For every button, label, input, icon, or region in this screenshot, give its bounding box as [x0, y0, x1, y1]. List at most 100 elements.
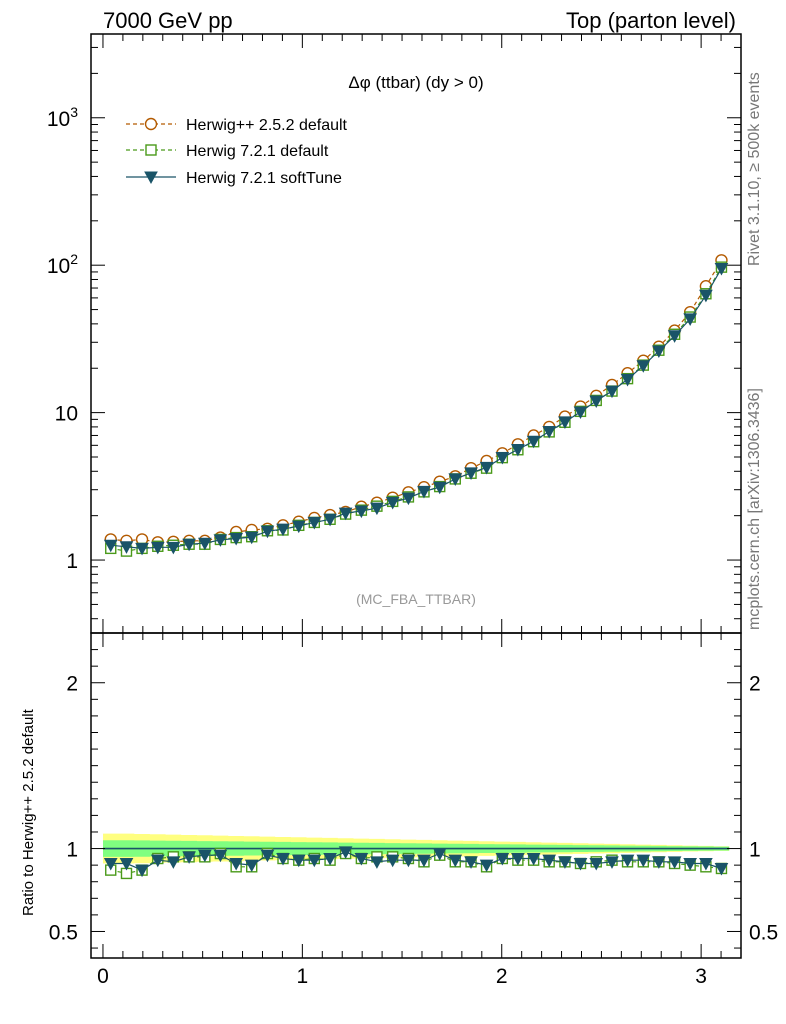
ratio-x-tick-label: 2	[496, 965, 508, 988]
legend-marker-0	[144, 117, 158, 131]
main-data-point	[558, 416, 572, 429]
main-data-point	[150, 541, 165, 555]
ratio-data-point	[103, 857, 118, 871]
ratio-y-tick-label-right: 2	[749, 673, 761, 696]
header-left: 7000 GeV pp	[103, 8, 233, 33]
ratio-data-point	[636, 854, 651, 868]
ratio-data-point	[213, 849, 228, 863]
main-series-line	[110, 268, 723, 550]
ratio-data-point	[417, 854, 431, 868]
ratio-data-point	[589, 857, 604, 871]
ratio-data-point	[182, 851, 196, 864]
ratio-data-point	[119, 857, 134, 871]
main-series-line	[110, 259, 723, 543]
ratio-data-point	[135, 864, 149, 878]
main-data-point	[448, 473, 463, 486]
ratio-data-point	[291, 854, 306, 868]
main-data-point	[495, 452, 510, 465]
main-plot-title: Δφ (ttbar) (dy > 0)	[348, 73, 483, 92]
ratio-series-line	[110, 851, 722, 871]
main-data-point	[291, 520, 306, 534]
main-data-point	[276, 523, 290, 537]
ratio-data-point	[699, 857, 713, 871]
ratio-data-point	[260, 849, 275, 863]
ratio-y-tick-label: 2	[66, 673, 78, 696]
ratio-x-tick-label: 1	[297, 965, 309, 988]
main-data-point	[511, 444, 525, 457]
main-data-point	[229, 533, 243, 546]
main-data-point	[307, 516, 322, 530]
main-data-point	[573, 406, 588, 420]
ratio-data-point	[573, 857, 588, 871]
main-data-point	[605, 385, 619, 399]
main-data-point	[683, 313, 697, 326]
main-data-point	[620, 373, 635, 387]
ratio-data-point	[511, 853, 525, 866]
ratio-data-point	[667, 856, 682, 869]
ratio-y-tick-label-right: 0.5	[749, 921, 778, 944]
ratio-data-point	[558, 856, 572, 869]
main-y-tick-label: 102	[47, 251, 78, 278]
ratio-data-point	[432, 848, 447, 861]
main-data-point	[213, 534, 228, 547]
ratio-data-point	[683, 857, 697, 871]
main-series-2	[103, 262, 729, 556]
ratio-y-tick-label-right: 1	[749, 839, 761, 862]
ratio-data-point	[605, 856, 619, 869]
main-data-point	[354, 505, 369, 519]
ratio-data-point	[150, 854, 165, 868]
main-data-point	[166, 541, 181, 555]
main-series-1	[105, 261, 728, 557]
main-data-point	[636, 360, 651, 373]
header-right: Top (parton level)	[566, 8, 736, 33]
ratio-x-tick-label: 3	[695, 965, 707, 988]
ratio-data-point	[244, 859, 259, 873]
ratio-data-point	[323, 853, 337, 866]
main-data-point	[667, 330, 682, 343]
ratio-series-1	[103, 846, 729, 878]
analysis-watermark: (MC_FBA_TTBAR)	[356, 591, 476, 607]
ratio-y-tick-label: 1	[66, 839, 78, 862]
ratio-data-point	[307, 854, 322, 868]
main-data-point	[135, 542, 149, 556]
main-y-tick-label: 1	[66, 550, 78, 573]
main-data-point	[589, 395, 604, 408]
main-data-point	[370, 502, 384, 516]
ratio-data-point	[354, 853, 369, 866]
main-series-0	[104, 254, 728, 549]
ratio-data-point	[276, 853, 290, 866]
ratio-y-tick-label: 0.5	[49, 921, 78, 944]
ratio-data-point	[370, 856, 384, 869]
ratio-data-point	[714, 862, 729, 876]
ratio-data-point	[526, 853, 541, 866]
main-data-point	[385, 496, 400, 510]
legend-marker-2	[144, 171, 158, 185]
main-data-point	[652, 345, 666, 358]
ratio-data-point	[652, 856, 666, 869]
ratio-data-point	[338, 846, 353, 859]
ratio-data-point	[401, 854, 416, 868]
main-data-point	[401, 492, 416, 506]
main-data-point	[119, 541, 134, 554]
legend-label-1: Herwig 7.2.1 default	[186, 143, 329, 160]
ratio-panel-frame	[90, 632, 742, 959]
legend-label-0: Herwig++ 2.5.2 default	[186, 117, 348, 134]
main-series-line	[110, 266, 723, 552]
ratio-data-point	[198, 849, 212, 863]
ratio-x-tick-label: 0	[97, 965, 109, 988]
main-data-point	[432, 481, 447, 495]
main-data-point	[198, 537, 212, 551]
main-data-point	[464, 467, 478, 480]
ratio-data-point	[464, 856, 478, 869]
ratio-data-point	[229, 857, 243, 871]
ratio-data-point	[620, 854, 635, 868]
main-data-point	[526, 435, 541, 449]
ratio-data-point	[542, 854, 557, 868]
ratio-data-point	[385, 854, 400, 868]
main-data-point	[699, 289, 713, 303]
main-data-point	[182, 538, 196, 552]
main-y-tick-label: 10	[55, 403, 78, 426]
main-data-point	[417, 485, 431, 499]
main-data-point	[338, 507, 353, 521]
